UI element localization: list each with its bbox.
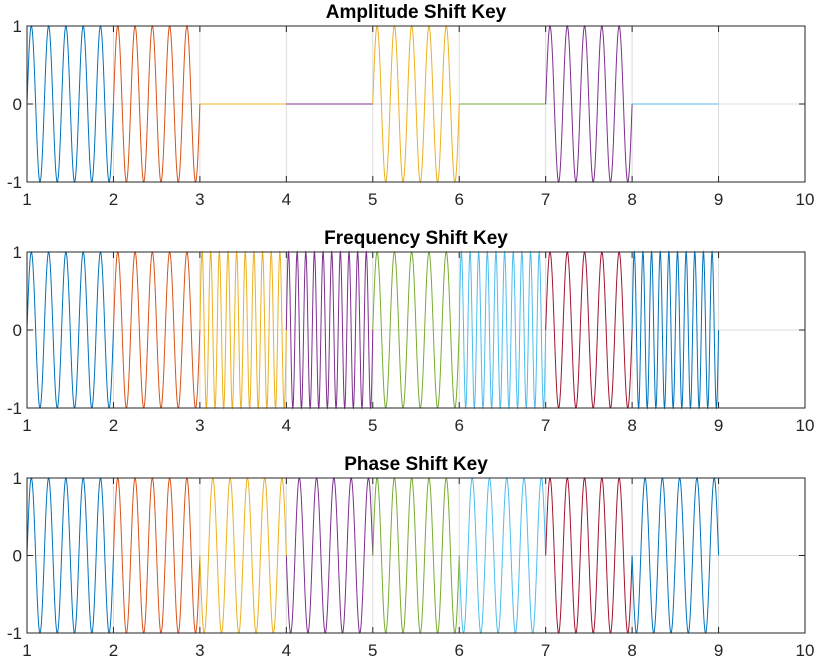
x-tick-label: 4: [282, 641, 291, 660]
chart-title: Frequency Shift Key: [324, 228, 508, 249]
x-tick-label: 1: [22, 190, 31, 209]
wave-segment-7: [545, 476, 633, 635]
y-tick-label: 0: [13, 547, 22, 566]
x-tick-label: 10: [796, 641, 815, 660]
wave-segment-1: [26, 24, 114, 184]
wave-segment-5: [372, 250, 460, 410]
wave-segment-6: [458, 476, 547, 635]
x-tick-label: 3: [195, 190, 204, 209]
x-tick-label: 1: [22, 416, 31, 435]
y-tick-label: 0: [13, 321, 22, 340]
x-tick-label: 4: [282, 190, 291, 209]
x-tick-label: 3: [195, 641, 204, 660]
wave-segment-1: [26, 250, 114, 410]
x-tick-label: 10: [796, 190, 815, 209]
x-tick-label: 5: [368, 641, 377, 660]
wave-segment-5: [372, 476, 460, 635]
x-tick-label: 1: [22, 641, 31, 660]
x-tick-label: 2: [109, 416, 118, 435]
x-tick-label: 9: [714, 416, 723, 435]
wave-segment-7: [545, 24, 633, 184]
wave-segment-6: [458, 250, 547, 410]
wave-segment-3: [199, 250, 287, 410]
wave-segment-4: [285, 476, 374, 635]
wave-segment-5: [372, 24, 460, 184]
x-tick-label: 8: [627, 641, 636, 660]
x-tick-label: 5: [368, 190, 377, 209]
x-tick-label: 9: [714, 641, 723, 660]
wave-segment-3: [199, 476, 287, 635]
y-tick-label: 1: [13, 469, 22, 488]
x-tick-label: 8: [627, 416, 636, 435]
x-tick-label: 2: [109, 641, 118, 660]
x-tick-label: 6: [454, 190, 463, 209]
x-tick-label: 2: [109, 190, 118, 209]
wave-segment-7: [545, 250, 633, 410]
x-tick-label: 3: [195, 416, 204, 435]
y-tick-label: -1: [7, 624, 22, 643]
y-tick-label: 1: [13, 17, 22, 36]
x-tick-label: 9: [714, 190, 723, 209]
x-tick-label: 7: [541, 641, 550, 660]
x-tick-label: 6: [454, 641, 463, 660]
x-tick-label: 4: [282, 416, 291, 435]
x-tick-label: 7: [541, 190, 550, 209]
wave-segment-4: [285, 250, 374, 410]
x-tick-label: 5: [368, 416, 377, 435]
wave-segment-2: [112, 250, 201, 410]
wave-segment-1: [26, 476, 114, 635]
wave-segment-8: [631, 476, 720, 635]
y-tick-label: -1: [7, 173, 22, 192]
x-tick-label: 6: [454, 416, 463, 435]
y-tick-label: -1: [7, 399, 22, 418]
wave-segment-8: [631, 250, 720, 410]
y-tick-label: 0: [13, 95, 22, 114]
x-tick-label: 8: [627, 190, 636, 209]
wave-segment-2: [112, 476, 201, 635]
wave-segment-2: [112, 24, 201, 184]
chart-title: Phase Shift Key: [344, 454, 488, 475]
y-tick-label: 1: [13, 243, 22, 262]
x-tick-label: 7: [541, 416, 550, 435]
chart-title: Amplitude Shift Key: [326, 2, 507, 23]
x-tick-label: 10: [796, 416, 815, 435]
